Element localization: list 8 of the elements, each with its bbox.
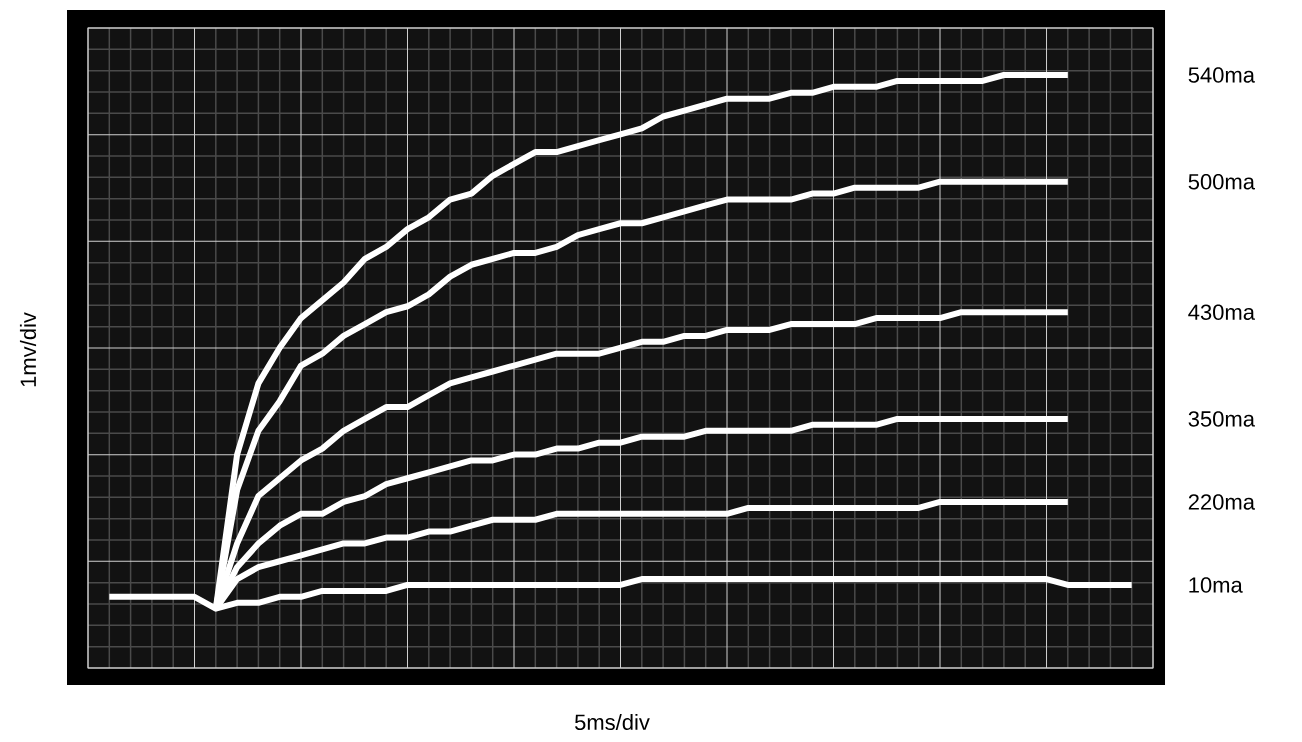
text: 220ma	[1188, 494, 1255, 510]
x-axis-title: 5ms/div	[574, 713, 650, 731]
text: 500ma	[1188, 173, 1255, 190]
text: 540ma	[1188, 67, 1255, 83]
y-axis-title: 1mv/div	[19, 312, 37, 387]
text: 350ma	[1188, 411, 1255, 427]
text: 430ma	[1188, 304, 1255, 320]
text: 10ma	[1189, 577, 1243, 593]
